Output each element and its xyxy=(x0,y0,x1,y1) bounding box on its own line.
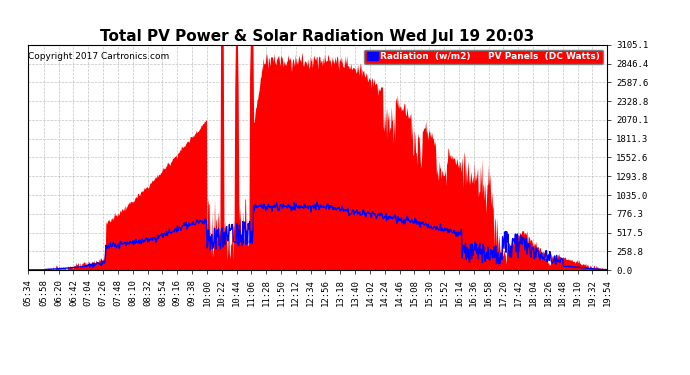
Title: Total PV Power & Solar Radiation Wed Jul 19 20:03: Total PV Power & Solar Radiation Wed Jul… xyxy=(100,29,535,44)
Legend: Radiation  (w/m2), PV Panels  (DC Watts): Radiation (w/m2), PV Panels (DC Watts) xyxy=(364,50,602,64)
Text: Copyright 2017 Cartronics.com: Copyright 2017 Cartronics.com xyxy=(28,52,170,61)
